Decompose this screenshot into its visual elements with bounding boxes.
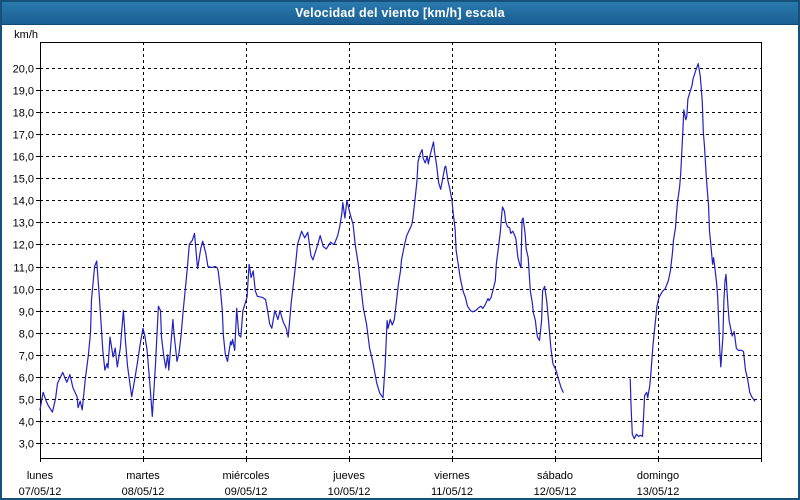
x-date-label: 08/05/12 (122, 486, 165, 498)
gridlines (40, 42, 761, 458)
x-date-label: 07/05/12 (19, 486, 62, 498)
wind-speed-line-segment (39, 141, 564, 418)
x-day-label: martes (126, 470, 160, 482)
y-tick-label: 16,0 (13, 152, 34, 164)
y-tick-label: 8,0 (19, 329, 34, 341)
plot-border (40, 42, 762, 459)
x-date-label: 10/05/12 (328, 486, 371, 498)
y-tick-label: 20,0 (13, 64, 34, 76)
axes (36, 42, 762, 462)
y-tick-label: 10,0 (13, 285, 34, 297)
y-axis-unit-label: km/h (14, 29, 38, 41)
y-tick-label: 14,0 (13, 196, 34, 208)
y-tick-label: 3,0 (19, 439, 34, 451)
y-tick-label: 12,0 (13, 240, 34, 252)
x-day-label: sábado (537, 470, 573, 482)
wind-speed-chart: 20,0 19,0 18,0 17,0 16,0 15,0 14,0 13,0 12,0 11,0… (13, 29, 762, 498)
x-day-label: jueves (332, 470, 365, 482)
x-day-label: domingo (637, 470, 679, 482)
wind-speed-line (39, 62, 756, 440)
y-tick-label: 9,0 (19, 307, 34, 319)
x-day-label: lunes (27, 470, 54, 482)
x-date-label: 11/05/12 (431, 486, 473, 498)
y-tick-label: 17,0 (13, 130, 34, 142)
window-titlebar: Velocidad del viento [km/h] escala (2, 2, 798, 25)
y-tick-label: 11,0 (13, 263, 34, 275)
x-day-label: viernes (434, 470, 470, 482)
y-tick-label: 6,0 (19, 373, 34, 385)
y-tick-label: 15,0 (13, 174, 34, 186)
axis-labels: 20,0 19,0 18,0 17,0 16,0 15,0 14,0 13,0 12,0 11,0… (13, 29, 680, 498)
x-day-label: miércoles (222, 470, 270, 482)
y-tick-label: 4,0 (19, 417, 34, 429)
x-date-label: 09/05/12 (225, 486, 268, 498)
y-tick-label: 5,0 (19, 395, 34, 407)
x-date-label: 13/05/12 (637, 486, 680, 498)
wind-speed-line-segment (629, 62, 756, 440)
y-tick-label: 18,0 (13, 108, 34, 120)
y-tick-label: 7,0 (19, 351, 34, 363)
chart-container: 20,0 19,0 18,0 17,0 16,0 15,0 14,0 13,0 12,0 11,0… (2, 25, 798, 498)
y-tick-label: 13,0 (13, 218, 34, 230)
x-date-label: 12/05/12 (534, 486, 577, 498)
window-title: Velocidad del viento [km/h] escala (295, 6, 505, 20)
y-tick-label: 19,0 (13, 86, 34, 98)
